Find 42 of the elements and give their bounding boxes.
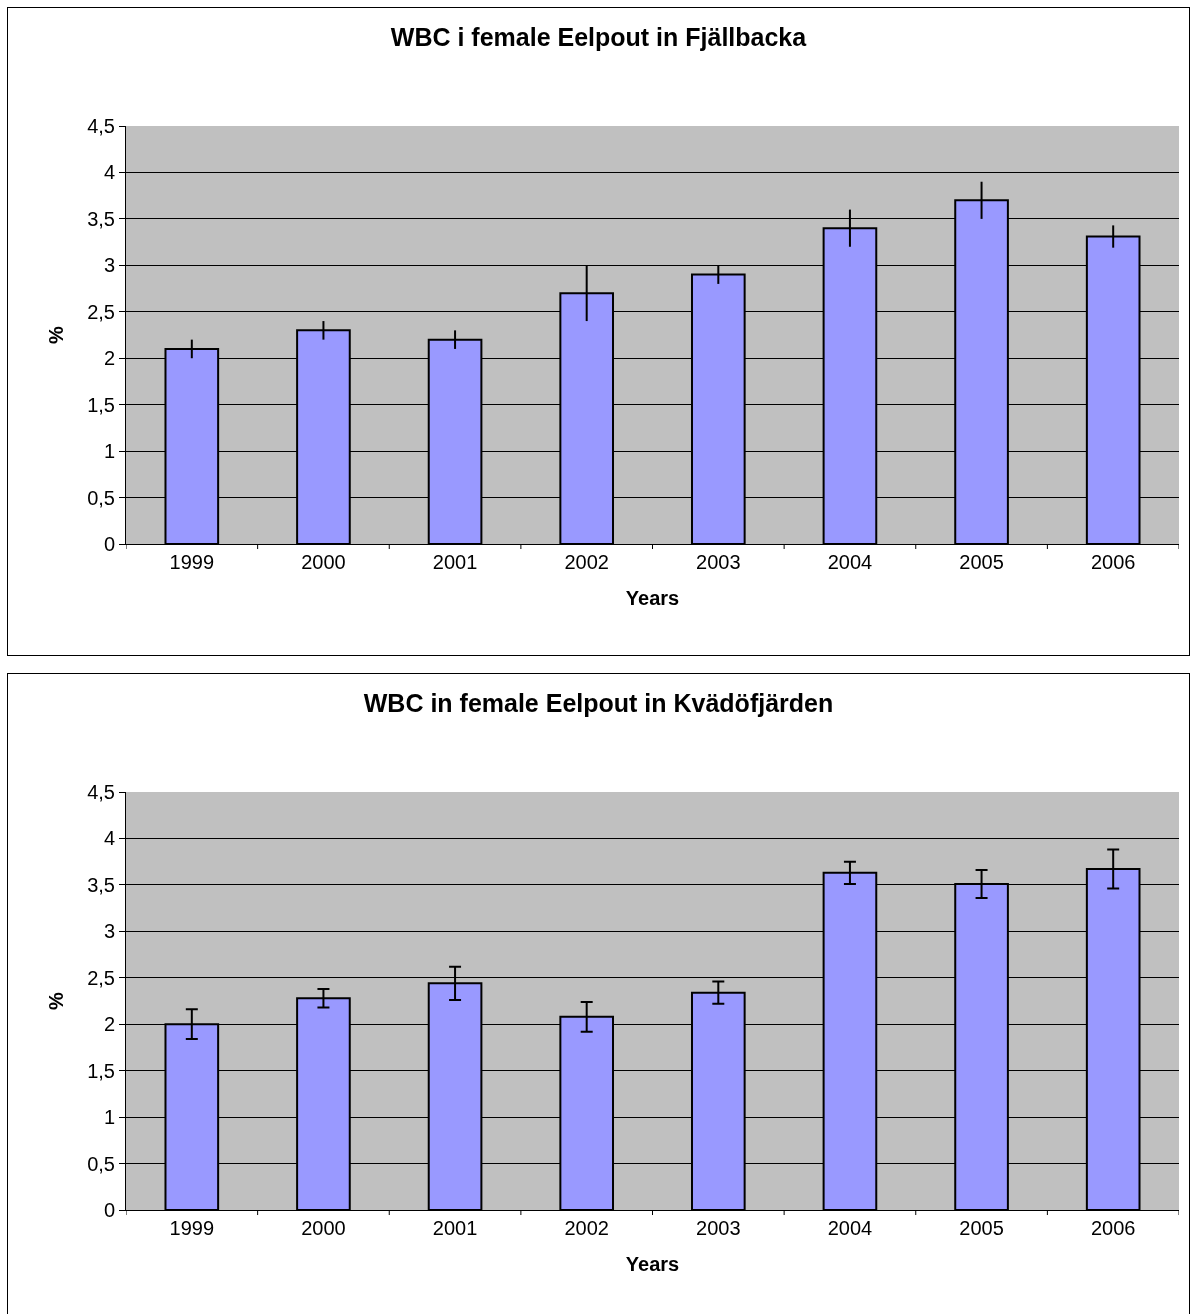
x-tick-label: 2006 bbox=[1090, 551, 1136, 573]
x-tick-label: 1999 bbox=[169, 551, 215, 573]
y-tick-label: 2,5 bbox=[87, 300, 115, 323]
y-axis-title: % bbox=[44, 325, 67, 344]
x-axis-title: Years bbox=[625, 1252, 680, 1275]
x-tick-label: 2005 bbox=[959, 551, 1004, 573]
y-tick-label: 2,5 bbox=[87, 966, 115, 989]
x-tick-label: 2004 bbox=[827, 1217, 873, 1239]
y-tick-label: 3 bbox=[103, 254, 115, 277]
x-tick-label: 1999 bbox=[169, 1217, 215, 1239]
y-tick-label: 4 bbox=[103, 161, 115, 184]
x-tick-label: 2003 bbox=[696, 1217, 741, 1239]
x-tick-label: 2001 bbox=[432, 1217, 478, 1239]
chart-title: WBC i female Eelpout in Fjällbacka bbox=[390, 22, 808, 51]
x-tick-label: 2002 bbox=[564, 551, 609, 573]
y-tick-label: 4,5 bbox=[87, 781, 115, 803]
y-tick-label: 0,5 bbox=[87, 1152, 115, 1175]
x-tick-label: 2004 bbox=[827, 551, 873, 573]
chart-title: WBC in female Eelpout in Kvädöfjärden bbox=[363, 688, 834, 717]
y-tick-label: 3 bbox=[103, 920, 115, 943]
x-tick-label: 2005 bbox=[959, 1217, 1004, 1239]
y-tick-label: 4 bbox=[103, 827, 115, 850]
y-tick-label: 1 bbox=[103, 1106, 115, 1129]
y-tick-label: 1 bbox=[103, 440, 115, 463]
x-tick-label: 2000 bbox=[301, 551, 346, 573]
y-tick-label: 2 bbox=[103, 1013, 115, 1036]
y-tick-label: 4,5 bbox=[87, 115, 115, 137]
y-tick-label: 1,5 bbox=[87, 1059, 115, 1082]
y-tick-label: 3,5 bbox=[87, 207, 115, 230]
x-tick-label: 2006 bbox=[1090, 1217, 1136, 1239]
x-tick-label: 2002 bbox=[564, 1217, 609, 1239]
y-tick-label: 3,5 bbox=[87, 873, 115, 896]
y-tick-label: 0 bbox=[103, 1199, 115, 1221]
y-tick-label: 2 bbox=[103, 347, 115, 370]
x-tick-label: 2000 bbox=[301, 1217, 346, 1239]
y-tick-label: 1,5 bbox=[87, 393, 115, 416]
x-tick-label: 2003 bbox=[696, 551, 741, 573]
x-tick-label: 2001 bbox=[432, 551, 478, 573]
y-tick-label: 0,5 bbox=[87, 486, 115, 509]
x-axis-title: Years bbox=[625, 586, 680, 609]
y-axis-title: % bbox=[44, 991, 67, 1010]
y-tick-label: 0 bbox=[103, 533, 115, 555]
